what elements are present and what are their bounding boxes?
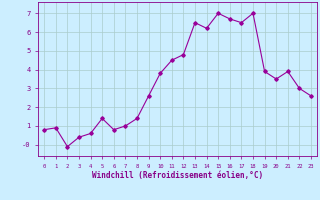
X-axis label: Windchill (Refroidissement éolien,°C): Windchill (Refroidissement éolien,°C) (92, 171, 263, 180)
